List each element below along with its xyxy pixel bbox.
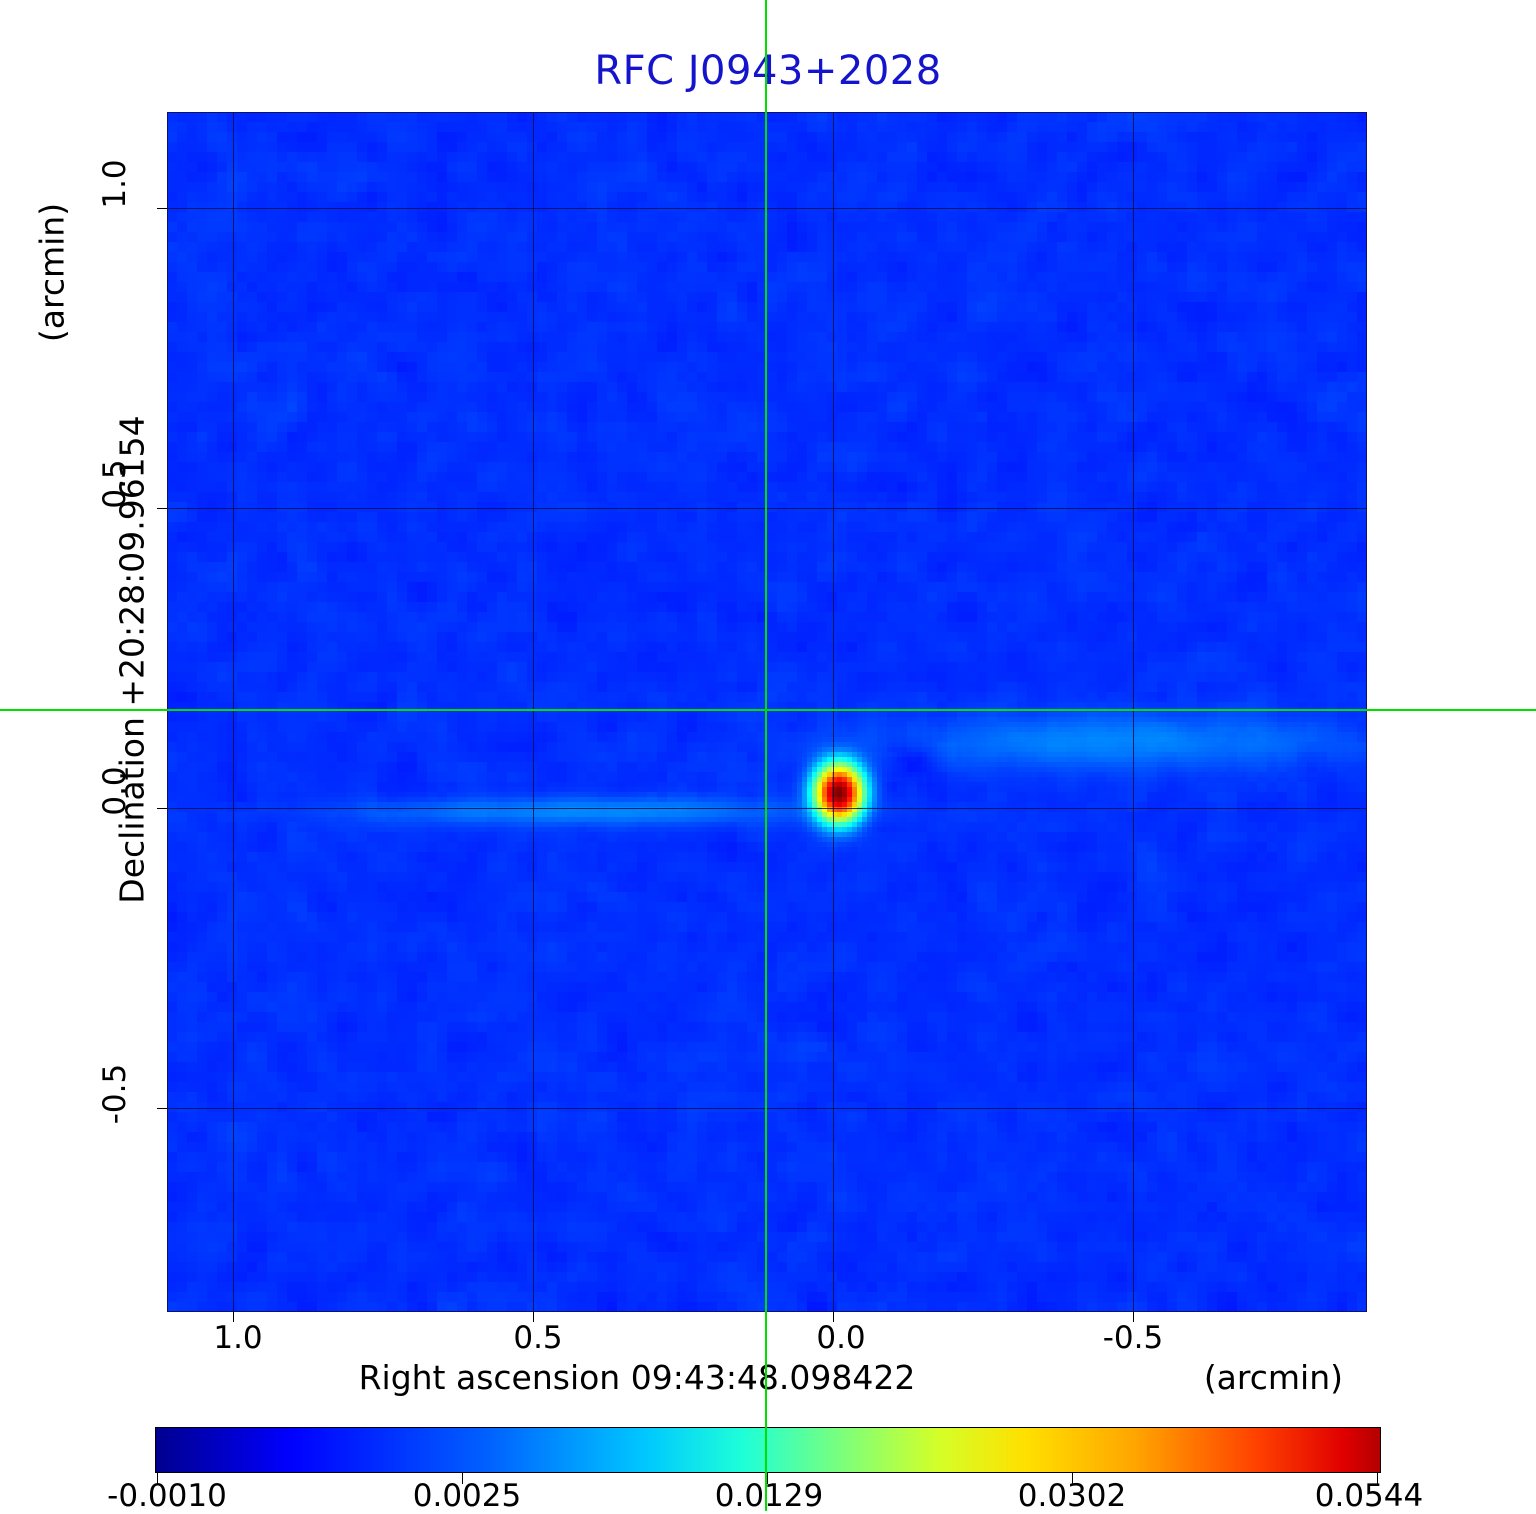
gridline-vertical <box>833 112 834 1312</box>
y-axis-tick <box>157 808 167 809</box>
crosshair-horizontal <box>0 709 1536 711</box>
x-axis-tick <box>1133 1312 1134 1322</box>
gridline-horizontal <box>167 208 1367 209</box>
colorbar-tick-label: 0.0025 <box>412 1478 522 1514</box>
x-axis-tick <box>533 1312 534 1322</box>
colorbar-tick <box>1072 1473 1073 1484</box>
y-axis-tick <box>157 1108 167 1109</box>
y-axis-label: Declination +20:28:09.96154 <box>112 415 152 904</box>
x-axis-tick <box>833 1312 834 1322</box>
colorbar-tick-label: 0.0129 <box>714 1478 824 1514</box>
crosshair-vertical <box>765 0 767 1511</box>
colorbar-tick <box>767 1473 768 1484</box>
y-axis-tick <box>157 508 167 509</box>
y-axis-tick <box>157 208 167 209</box>
x-tick-label: 1.0 <box>213 1320 263 1356</box>
colorbar-tick-label: -0.0010 <box>107 1478 227 1514</box>
radio-image-panel[interactable] <box>167 112 1367 1312</box>
colorbar-tick-label: 0.0302 <box>1017 1478 1127 1514</box>
colorbar[interactable] <box>155 1427 1381 1473</box>
gridline-horizontal <box>167 808 1367 809</box>
x-axis-label-unit: (arcmin) <box>1203 1358 1343 1397</box>
x-axis-label-main: Right ascension 09:43:48.098422 <box>358 1358 916 1397</box>
x-tick-label: -0.5 <box>1102 1320 1164 1356</box>
x-tick-label: 0.0 <box>816 1320 866 1356</box>
gridline-vertical <box>1133 112 1134 1312</box>
x-tick-label: 0.5 <box>513 1320 563 1356</box>
colorbar-tick <box>157 1473 158 1484</box>
gridline-vertical <box>233 112 234 1312</box>
colorbar-tick <box>1377 1473 1378 1484</box>
page-title: RFC J0943+2028 <box>594 48 942 94</box>
sky-image <box>167 112 1367 1312</box>
y-axis-label-unit: (arcmin) <box>32 202 72 343</box>
gridline-horizontal <box>167 1108 1367 1109</box>
gridline-vertical <box>533 112 534 1312</box>
colorbar-tick-label: 0.0544 <box>1314 1478 1424 1514</box>
x-axis-tick <box>233 1312 234 1322</box>
colorbar-tick <box>462 1473 463 1484</box>
gridline-horizontal <box>167 508 1367 509</box>
